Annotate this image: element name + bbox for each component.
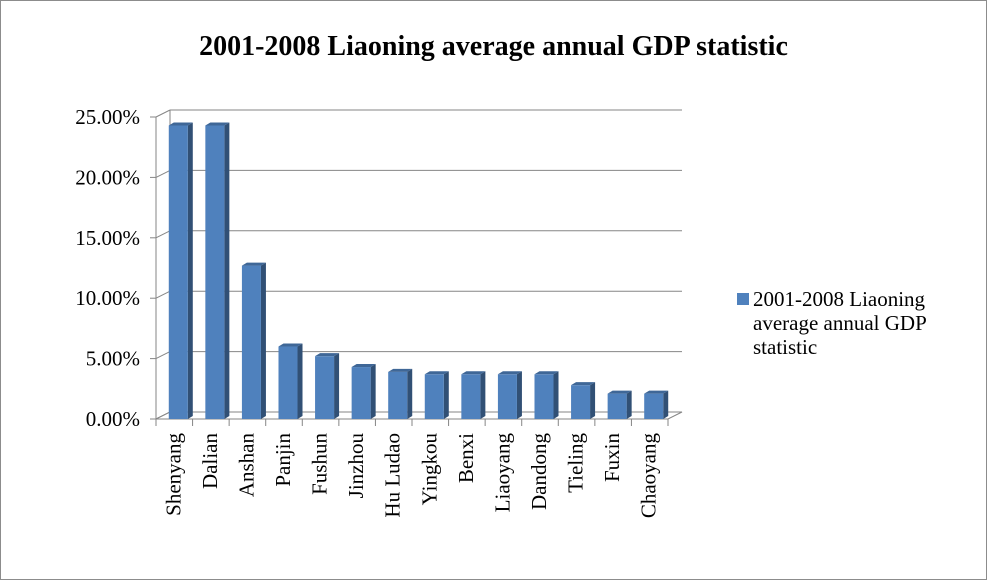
- bar: [241, 262, 266, 419]
- legend-swatch: [737, 293, 749, 305]
- bar: [315, 353, 340, 419]
- bar: [278, 343, 303, 419]
- gridline-depth: [155, 351, 171, 360]
- bar: [168, 122, 193, 420]
- x-tick-label: Dalian: [198, 433, 222, 489]
- y-tick-label: 20.00%: [75, 165, 140, 189]
- x-tick-label: Anshan: [234, 433, 258, 498]
- bar: [497, 371, 522, 419]
- bar: [534, 371, 559, 419]
- legend-label: 2001-2008 Liaoning average annual GDP st…: [753, 287, 926, 359]
- gridline-depth: [155, 230, 171, 239]
- x-axis-floor: [155, 411, 683, 420]
- y-tick-label: 0.00%: [86, 407, 140, 431]
- y-tick-label: 10.00%: [75, 286, 140, 310]
- gridline-depth: [155, 169, 171, 178]
- gridline-depth: [155, 290, 171, 299]
- y-tick-label: 25.00%: [75, 105, 140, 129]
- y-tick-label: 5.00%: [86, 347, 140, 371]
- x-tick-label: Liaoyang: [490, 433, 514, 513]
- bar: [351, 364, 376, 419]
- bar: [644, 390, 669, 419]
- x-tick-label: Hu Ludao: [381, 433, 405, 518]
- bar: [571, 382, 596, 419]
- bar: [388, 368, 413, 419]
- x-tick-label: Benxi: [454, 433, 478, 483]
- x-tick-label: Fuxin: [600, 433, 624, 483]
- chart-title: 2001-2008 Liaoning average annual GDP st…: [199, 31, 788, 62]
- x-tick-label: Shenyang: [161, 433, 185, 516]
- bar: [424, 371, 449, 419]
- y-tick-label: 15.00%: [75, 226, 140, 250]
- bar: [205, 122, 230, 420]
- x-tick-label: Tieling: [564, 433, 588, 493]
- x-tick-label: Fushun: [308, 433, 332, 495]
- x-tick-label: Panjin: [271, 433, 295, 487]
- x-tick-label: Jinzhou: [344, 433, 368, 499]
- x-tick-label: Chaoyang: [637, 433, 661, 519]
- gridline-depth: [155, 109, 171, 118]
- x-tick-label: Yingkou: [417, 433, 441, 506]
- bar: [461, 371, 486, 419]
- bar: [607, 390, 632, 419]
- x-tick-label: Dandong: [527, 433, 551, 510]
